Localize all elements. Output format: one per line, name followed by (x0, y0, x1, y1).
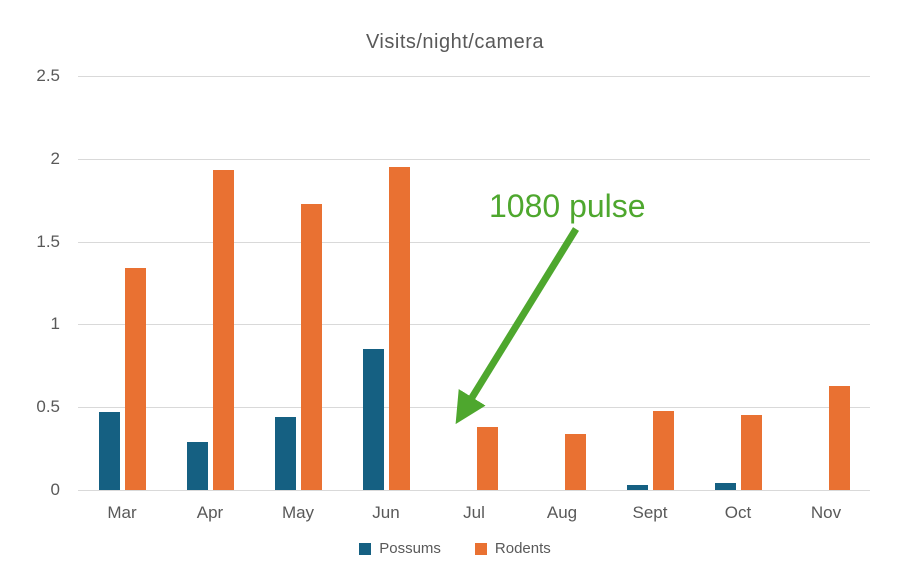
bar-group-oct (694, 76, 782, 490)
x-tick-label-jul: Jul (463, 503, 485, 522)
x-tick-label-nov: Nov (810, 503, 842, 522)
annotation-label: 1080 pulse (489, 188, 646, 224)
legend-swatch-icon (359, 542, 372, 555)
bar-group-mar (78, 76, 166, 490)
bar-possums-mar (98, 412, 120, 490)
bar-possums-apr (186, 441, 208, 490)
legend-label: Rodents (494, 540, 551, 557)
x-tick-label-sept: Sept (632, 503, 668, 522)
bar-rodents-jun (388, 167, 410, 490)
x-tick-label-apr: Apr (196, 503, 224, 522)
bar-rodents-nov (828, 385, 850, 490)
x-tick-label-jun: Jun (372, 503, 400, 522)
x-tick-label-aug: Aug (546, 503, 578, 522)
chart-title: Visits/night/camera (365, 31, 545, 53)
bar-rodents-aug (564, 433, 586, 490)
bar-group-apr (166, 76, 254, 490)
plot-area (78, 76, 870, 491)
bar-rodents-may (300, 203, 322, 490)
y-tick-label: 0.5 (36, 397, 60, 417)
bar-group-may (254, 76, 342, 490)
bar-possums-sept (626, 485, 648, 490)
x-tick-label-oct: Oct (724, 503, 752, 522)
x-axis-labels: Mar Apr May Jun Jul Aug Sept Oct Nov (78, 503, 870, 523)
bar-rodents-mar (124, 268, 146, 490)
bar-groups (78, 76, 870, 490)
bar-rodents-apr (212, 170, 234, 490)
x-tick-label-mar: Mar (107, 503, 137, 522)
y-tick-label: 1 (50, 314, 60, 334)
bar-possums-may (274, 417, 296, 490)
bar-rodents-jul (476, 427, 498, 490)
legend: Possums Rodents (0, 540, 910, 557)
x-tick-label-may: May (281, 503, 315, 522)
legend-label: Possums (379, 540, 441, 557)
legend-swatch-icon (474, 542, 487, 555)
bar-group-jun (342, 76, 430, 490)
y-tick-label: 0 (50, 480, 60, 499)
bar-rodents-sept (652, 410, 674, 490)
gridline (78, 76, 870, 77)
bar-possums-jun (362, 349, 384, 490)
legend-item-rodents: Rodents (474, 540, 551, 557)
legend-item-possums: Possums (359, 540, 441, 557)
bar-rodents-oct (740, 415, 762, 490)
gridline (78, 158, 870, 160)
bar-group-aug (518, 76, 606, 490)
bar-group-sept (606, 76, 694, 490)
y-tick-label: 2.5 (36, 66, 60, 85)
bar-possums-oct (714, 483, 736, 490)
gridline (78, 490, 870, 491)
bar-group-jul (430, 76, 518, 490)
bar-group-nov (782, 76, 870, 490)
y-tick-label: 2 (50, 148, 60, 168)
y-tick-label: 1.5 (36, 231, 60, 251)
